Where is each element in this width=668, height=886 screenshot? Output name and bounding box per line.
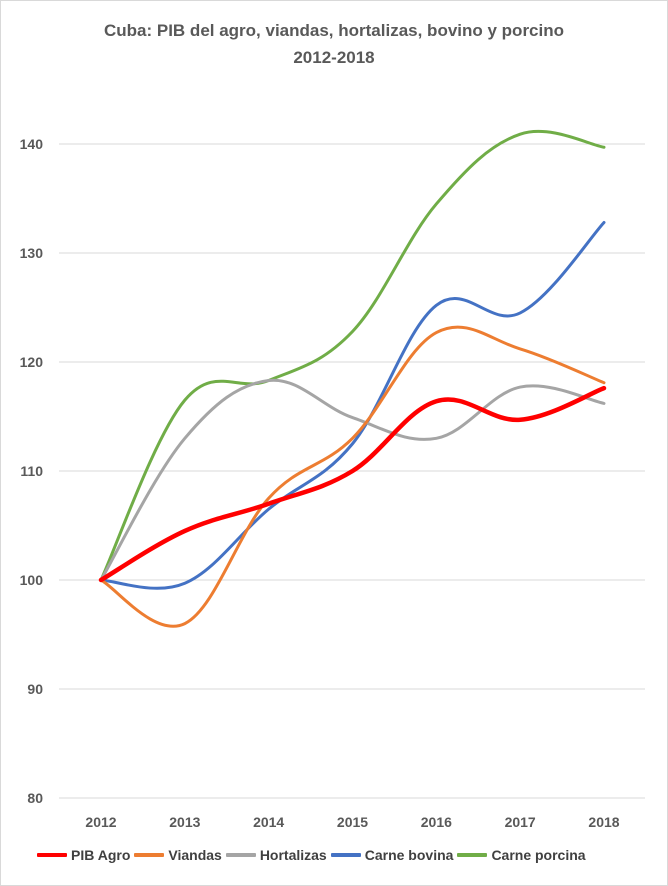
data-point-pib-agro [352, 471, 353, 472]
data-point-pib-agro [436, 401, 437, 402]
data-point-viandas [520, 348, 521, 349]
y-tick-label: 130 [20, 245, 44, 261]
legend-item-carne-porcina: Carne porcina [457, 847, 585, 863]
data-point-hortalizas [352, 417, 353, 418]
legend-label: Carne porcina [491, 847, 585, 863]
y-tick-label: 140 [20, 136, 44, 152]
legend-item-hortalizas: Hortalizas [226, 847, 327, 863]
legend-item-pib-agro: PIB Agro [37, 847, 130, 863]
legend-item-carne-bovina: Carne bovina [331, 847, 454, 863]
legend-item-viandas: Viandas [134, 847, 221, 863]
legend-swatch [226, 853, 256, 857]
data-point-carne-bovina [184, 583, 185, 584]
data-point-pib-agro [184, 530, 185, 531]
x-tick-label: 2017 [505, 814, 536, 830]
data-point-hortalizas [604, 403, 605, 404]
data-point-viandas [352, 438, 353, 439]
data-point-carne-porcina [520, 134, 521, 135]
data-point-carne-bovina [268, 509, 269, 510]
data-point-carne-bovina [352, 443, 353, 444]
data-point-hortalizas [184, 438, 185, 439]
data-point-hortalizas [520, 387, 521, 388]
data-point-carne-porcina [352, 331, 353, 332]
legend-label: Carne bovina [365, 847, 454, 863]
legend-label: Viandas [168, 847, 221, 863]
series-line-viandas [101, 327, 604, 626]
y-tick-label: 120 [20, 354, 44, 370]
x-tick-label: 2015 [337, 814, 368, 830]
data-point-carne-porcina [604, 147, 605, 148]
legend-label: PIB Agro [71, 847, 130, 863]
series-line-carne-porcina [101, 131, 604, 580]
legend-swatch [37, 853, 67, 857]
legend-swatch [457, 853, 487, 857]
legend-swatch [134, 853, 164, 857]
x-tick-label: 2018 [588, 814, 619, 830]
data-point-carne-bovina [520, 312, 521, 313]
y-tick-label: 90 [27, 681, 43, 697]
data-point-carne-porcina [184, 400, 185, 401]
x-tick-label: 2012 [85, 814, 116, 830]
x-tick-label: 2016 [421, 814, 452, 830]
data-point-viandas [436, 332, 437, 333]
y-tick-label: 100 [20, 572, 44, 588]
data-point-pib-agro [101, 580, 102, 581]
data-point-carne-porcina [436, 203, 437, 204]
data-point-hortalizas [436, 438, 437, 439]
chart-legend: PIB Agro Viandas Hortalizas Carne bovina Car… [37, 847, 590, 863]
data-point-carne-bovina [436, 305, 437, 306]
data-point-viandas [268, 498, 269, 499]
data-point-pib-agro [268, 503, 269, 504]
y-tick-label: 80 [27, 790, 43, 806]
data-point-carne-bovina [604, 222, 605, 223]
data-point-viandas [184, 623, 185, 624]
data-point-pib-agro [520, 419, 521, 420]
data-point-viandas [604, 382, 605, 383]
legend-swatch [331, 853, 361, 857]
x-tick-label: 2013 [169, 814, 200, 830]
legend-label: Hortalizas [260, 847, 327, 863]
x-tick-label: 2014 [253, 814, 284, 830]
y-tick-label: 110 [20, 463, 43, 479]
data-point-hortalizas [268, 380, 269, 381]
data-point-pib-agro [604, 388, 605, 389]
